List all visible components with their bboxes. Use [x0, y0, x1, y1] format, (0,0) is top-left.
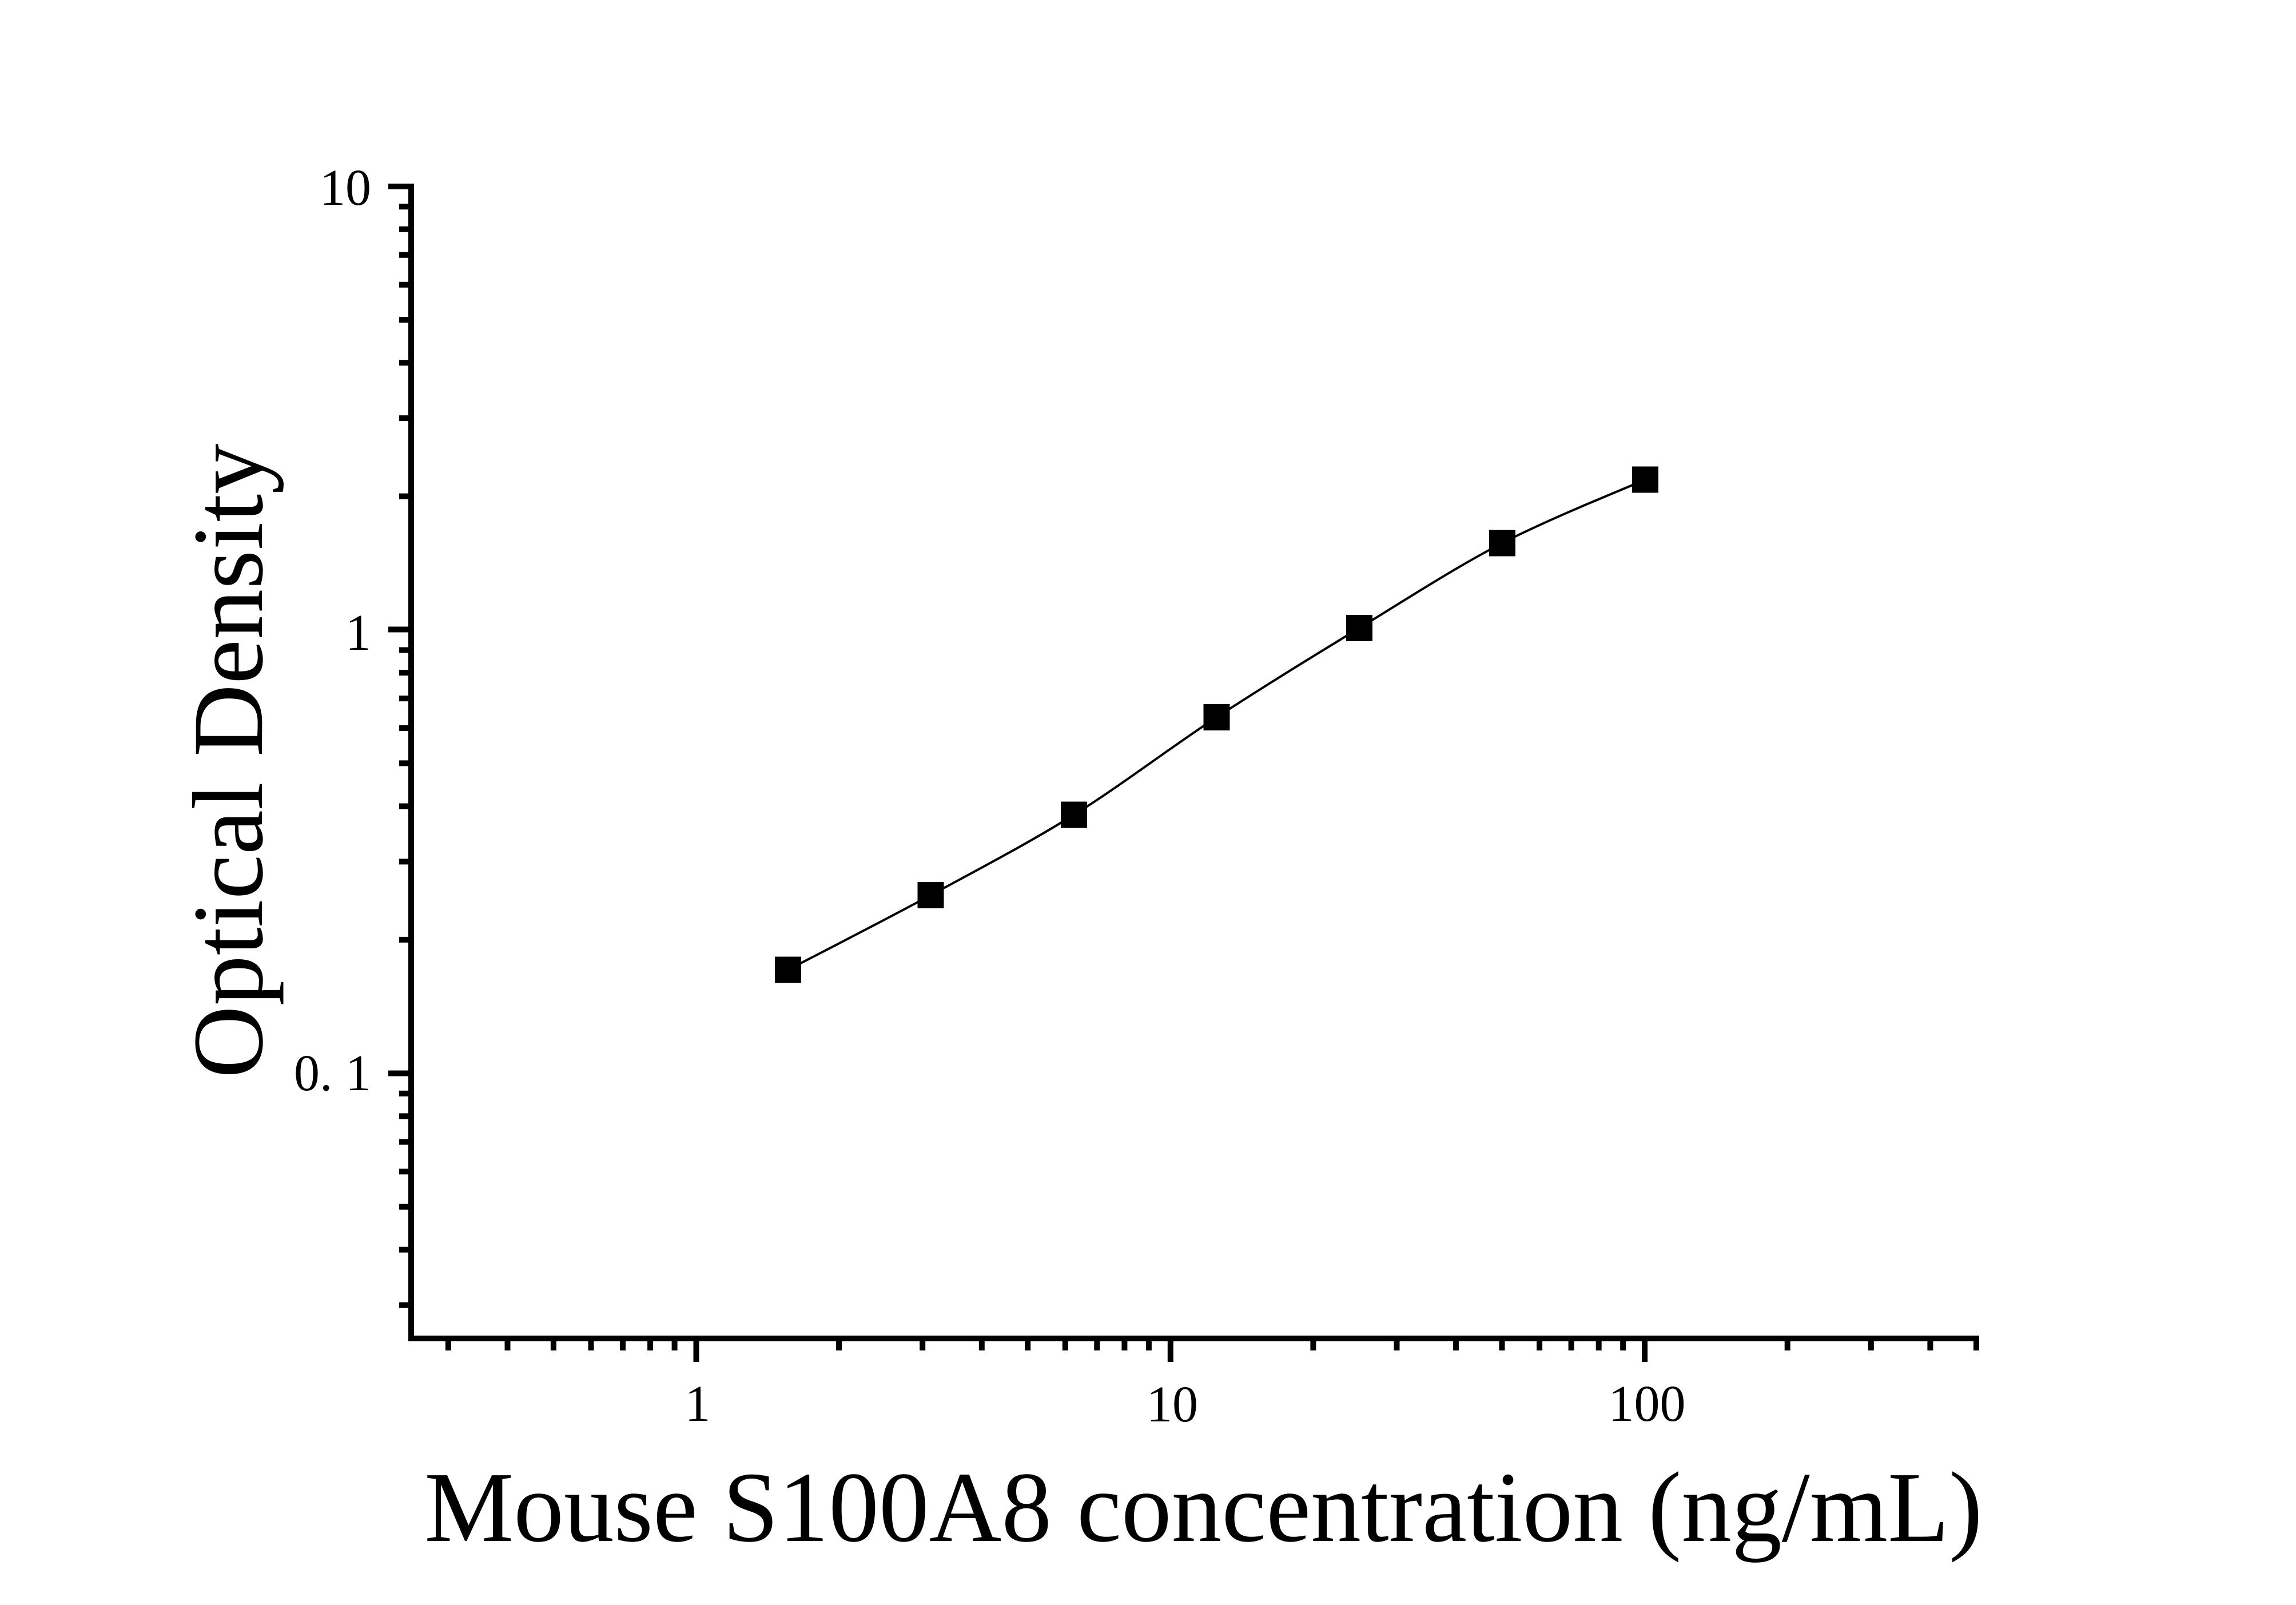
- svg-text:1: 1: [685, 1376, 711, 1432]
- svg-text:10: 10: [320, 160, 371, 216]
- svg-text:10: 10: [1147, 1376, 1198, 1433]
- svg-text:100: 100: [1609, 1376, 1686, 1432]
- svg-text:0. 1: 0. 1: [294, 1045, 371, 1102]
- svg-text:Mouse S100A8 concentration (ng: Mouse S100A8 concentration (ng/mL): [424, 1452, 1983, 1563]
- svg-text:1: 1: [345, 605, 371, 661]
- svg-text:Optical Density: Optical Density: [173, 444, 284, 1079]
